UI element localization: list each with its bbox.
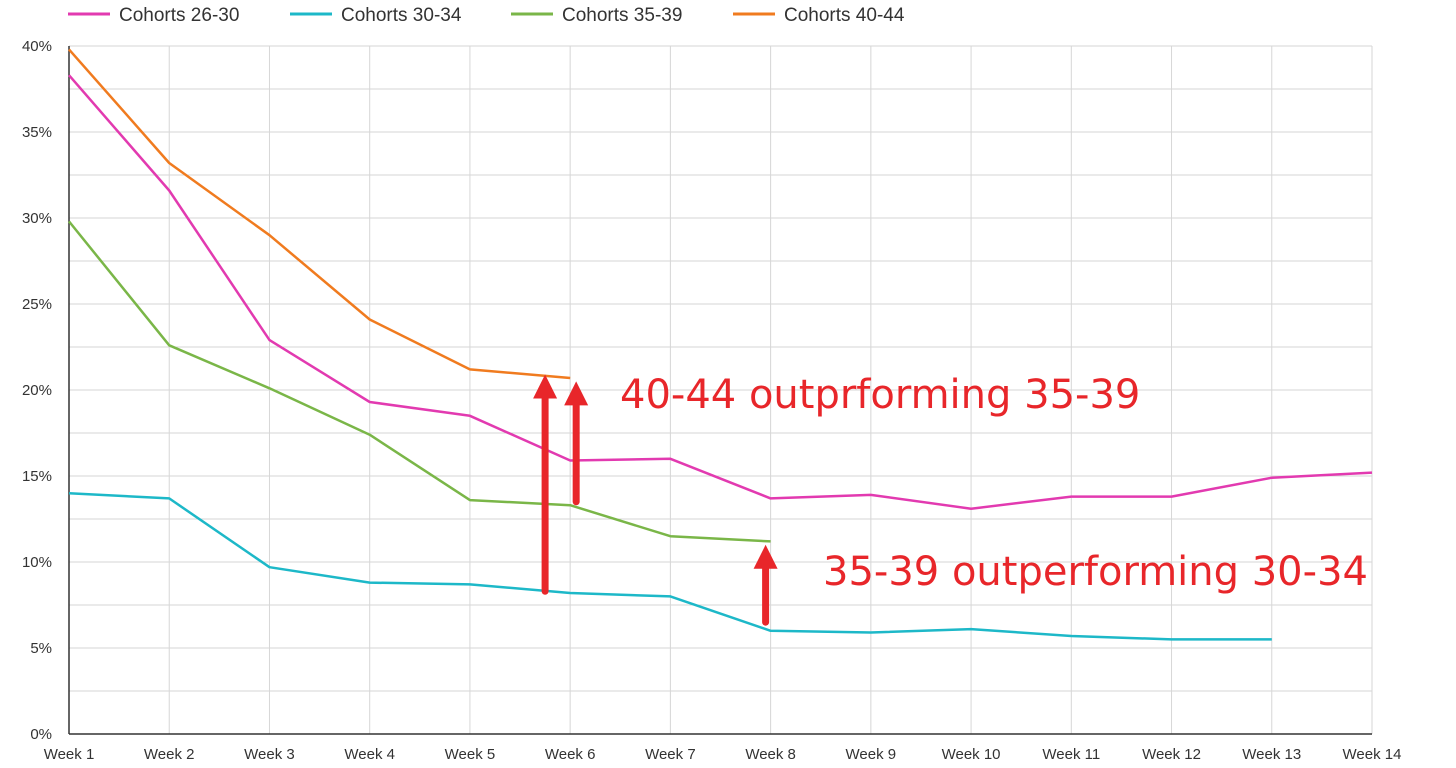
y-tick-label: 15%: [22, 468, 52, 485]
y-tick-label: 10%: [22, 554, 52, 571]
legend-label: Cohorts 40-44: [784, 5, 905, 26]
y-tick-label: 30%: [22, 210, 52, 227]
annotations: 40-44 outprforming 35-39 35-39 outperform…: [533, 372, 1368, 626]
annotation-arrow-head: [533, 374, 558, 399]
x-tick-label: Week 8: [745, 746, 796, 763]
x-tick-label: Week 5: [445, 746, 496, 763]
axes: 0% 5% 10% 15% 20% 25% 30% 35% 40% Week 1 Week 2 Wee…: [22, 38, 1402, 763]
series-line: [68, 74, 1373, 510]
y-tick-label: 5%: [30, 640, 52, 657]
y-tick-label: 40%: [22, 38, 52, 55]
y-tick-label: 25%: [22, 296, 52, 313]
annotation-arrow-head: [753, 544, 778, 569]
legend-label: Cohorts 30-34: [341, 5, 462, 26]
x-tick-label: Week 2: [144, 746, 195, 763]
series-line: [68, 48, 571, 380]
x-tick-label: Week 10: [942, 746, 1001, 763]
x-tick-label: Week 9: [846, 746, 897, 763]
x-tick-label: Week 14: [1343, 746, 1402, 763]
x-tick-label: Week 1: [44, 746, 95, 763]
series-lines: [68, 48, 1373, 641]
x-tick-label: Week 4: [344, 746, 395, 763]
legend: Cohorts 26-30 Cohorts 30-34 Cohorts 35-39 C…: [68, 5, 905, 26]
legend-label: Cohorts 35-39: [562, 5, 682, 26]
annotation-arrow-head: [564, 381, 589, 406]
x-tick-label: Week 6: [545, 746, 596, 763]
y-tick-label: 35%: [22, 124, 52, 141]
legend-label: Cohorts 26-30: [119, 5, 239, 26]
series-line: [68, 220, 771, 543]
x-tick-label: Week 7: [645, 746, 696, 763]
x-tick-label: Week 11: [1042, 746, 1100, 763]
series-line: [68, 491, 1272, 641]
y-tick-label: 20%: [22, 382, 52, 399]
annotation-text: 40-44 outprforming 35-39: [620, 372, 1140, 418]
annotation-text: 35-39 outperforming 30-34: [823, 549, 1368, 595]
x-tick-label: Week 13: [1242, 746, 1301, 763]
grid: [69, 45, 1373, 734]
y-tick-label: 0%: [30, 726, 52, 743]
x-tick-label: Week 3: [244, 746, 295, 763]
x-tick-label: Week 12: [1142, 746, 1201, 763]
